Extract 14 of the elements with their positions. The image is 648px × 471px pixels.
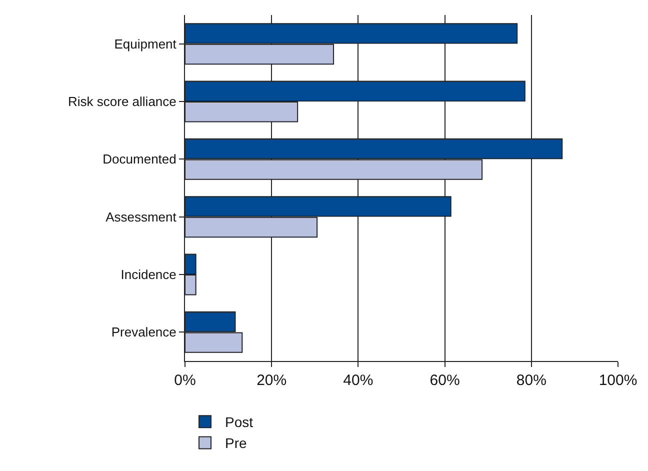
legend-label: Post (225, 414, 254, 430)
y-tick-label: Prevalence (111, 324, 176, 340)
y-tick-label: Documented (102, 152, 176, 167)
x-tick-label: 80% (516, 372, 546, 389)
x-tick-label: 40% (343, 372, 374, 389)
y-tick-label: Equipment (114, 36, 177, 52)
x-tick-label: 100% (598, 372, 638, 389)
x-tick-label: 60% (430, 372, 460, 389)
y-tick-label: Incidence (120, 267, 176, 282)
x-tick-label: 0% (174, 372, 196, 389)
y-tick-label: Assessment (106, 209, 177, 224)
x-tick-label: 20% (256, 372, 287, 389)
legend-label: Pre (225, 435, 247, 452)
y-tick-label: Risk score alliance (68, 94, 176, 110)
